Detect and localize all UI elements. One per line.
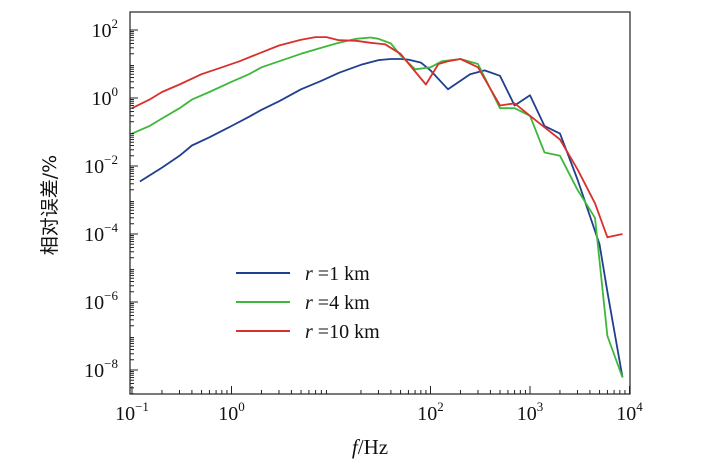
y-tick-label: 10−2: [84, 152, 118, 178]
y-tick-label: 10−4: [84, 220, 118, 246]
x-tick-label: 10−1: [115, 399, 149, 425]
legend-label-3: r =10 km: [305, 321, 380, 343]
y-axis-ticks: 102 100 10−2 10−4 10−6 10−8: [84, 16, 138, 395]
y-tick-label: 10−6: [84, 288, 118, 314]
legend-label-1: r =1 km: [305, 263, 370, 285]
x-tick-label: 102: [417, 399, 444, 425]
x-axis-ticks: 10−1 100 102 103 104: [115, 386, 643, 425]
series-line-1: [139, 58, 624, 378]
x-tick-label: 100: [218, 399, 245, 425]
legend-label-2: r =4 km: [305, 292, 370, 314]
y-tick-label: 10−8: [84, 356, 118, 382]
x-axis-title-variable: f: [352, 435, 361, 459]
series-line-2: [131, 36, 624, 378]
y-axis-title: 相对误差/%: [39, 155, 61, 255]
x-tick-label: 103: [517, 399, 544, 425]
y-tick-label: 102: [92, 16, 119, 42]
series-layer: [131, 36, 624, 378]
plot-area-border: [129, 11, 631, 395]
y-tick-label: 100: [92, 84, 119, 110]
x-axis-title-unit: /Hz: [358, 435, 388, 459]
x-axis-title: f/Hz: [352, 435, 388, 459]
plot-frame: [129, 11, 631, 395]
x-tick-label: 104: [616, 399, 643, 425]
series-line-3: [131, 36, 623, 239]
legend: r =1 km r =4 km r =10 km: [236, 263, 380, 343]
